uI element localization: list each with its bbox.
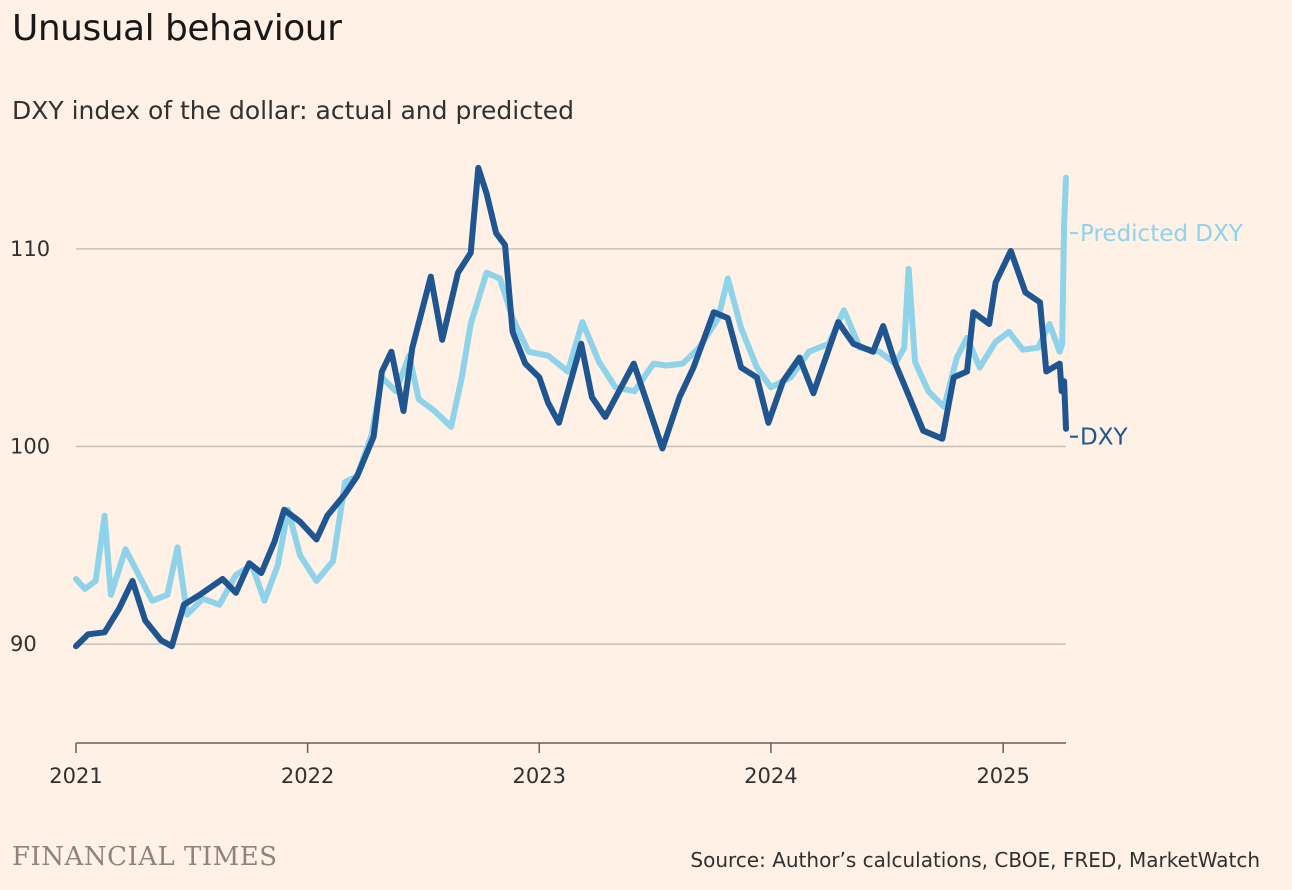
series-label-predicted-dxy: Predicted DXY: [1080, 221, 1244, 247]
brand-logo: FINANCIAL TIMES: [12, 842, 278, 872]
x-tick-label-2023: 2023: [513, 764, 566, 788]
series-line-dxy: [73, 164, 1069, 650]
x-tick-label-2025: 2025: [976, 764, 1029, 788]
source-note: Source: Author’s calculations, CBOE, FRE…: [690, 848, 1260, 872]
x-tick-label-2022: 2022: [281, 764, 334, 788]
x-tick-label-2021: 2021: [49, 764, 102, 788]
y-tick-label-90: 90: [10, 632, 37, 656]
series-line-predicted-dxy: [73, 174, 1069, 618]
y-tick-label-100: 100: [10, 435, 50, 459]
chart-title: Unusual behaviour: [12, 8, 342, 49]
series-label-dxy: DXY: [1080, 425, 1128, 451]
x-tick-label-2024: 2024: [744, 764, 797, 788]
chart-subtitle: DXY index of the dollar: actual and pred…: [12, 96, 575, 125]
y-tick-label-110: 110: [10, 237, 50, 261]
